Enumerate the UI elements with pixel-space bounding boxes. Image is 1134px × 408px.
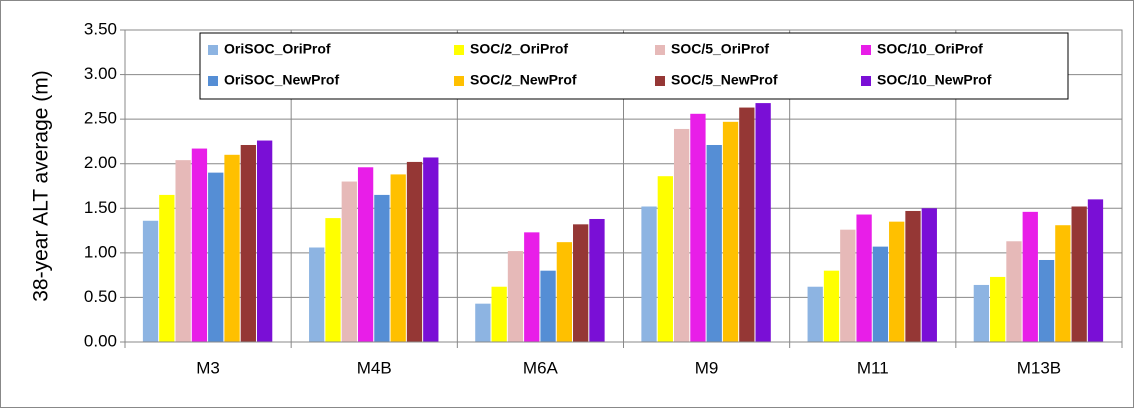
bar: [722, 121, 739, 343]
bar: [690, 113, 706, 343]
bar: [374, 194, 390, 342]
bar: [175, 160, 191, 342]
bar: [589, 218, 605, 342]
bar: [657, 176, 673, 342]
bar: [1087, 199, 1104, 342]
bar: [325, 218, 341, 342]
y-tick-label: 1.00: [84, 242, 117, 261]
bar: [755, 103, 771, 343]
legend-label: SOC/2_OriProf: [470, 41, 568, 57]
bar: [491, 286, 507, 342]
y-tick-label: 0.50: [84, 287, 117, 306]
legend-label: SOC/10_NewProf: [877, 72, 992, 88]
bar: [159, 194, 175, 342]
bar: [390, 174, 406, 342]
y-tick-label: 0.00: [84, 331, 117, 350]
legend-label: SOC/10_OriProf: [877, 41, 983, 57]
bar: [406, 161, 423, 342]
bar: [507, 251, 524, 342]
bar: [556, 242, 573, 342]
bar: [475, 303, 491, 342]
bar: [540, 270, 556, 342]
bar: [739, 107, 755, 342]
bar: [142, 220, 159, 342]
bar: [856, 214, 872, 342]
bar: [240, 144, 256, 342]
bar: [889, 221, 905, 342]
legend-swatch: [861, 76, 871, 86]
y-tick-label: 1.50: [84, 198, 117, 217]
bar: [973, 284, 990, 342]
bar: [823, 270, 840, 342]
bar: [1071, 206, 1087, 342]
legend-box: [199, 32, 1069, 100]
legend-label: SOC/5_NewProf: [671, 72, 778, 88]
legend-swatch: [655, 45, 665, 55]
bar: [1055, 225, 1071, 342]
bar: [1038, 259, 1055, 342]
bar: [423, 157, 439, 342]
legend-label: SOC/5_OriProf: [671, 41, 769, 57]
bar: [191, 148, 208, 342]
bar: [1006, 241, 1022, 342]
bar: [673, 128, 690, 342]
x-tick-label: M13B: [1017, 358, 1061, 377]
legend-swatch: [454, 76, 464, 86]
x-tick-label: M4B: [357, 358, 392, 377]
x-tick-label: M11: [857, 358, 889, 377]
y-tick-label: 3.00: [84, 64, 117, 83]
bar: [921, 208, 937, 342]
x-tick-label: M3: [196, 358, 220, 377]
bar: [905, 210, 921, 342]
x-tick-label: M9: [695, 358, 719, 377]
bar: [807, 286, 823, 342]
bar: [341, 181, 357, 342]
bar: [357, 167, 374, 342]
bar: [256, 140, 273, 342]
bar: [706, 144, 722, 342]
legend-label: OriSOC_NewProf: [224, 72, 339, 88]
bar: [309, 247, 325, 342]
bar: [872, 246, 889, 342]
x-tick-label: M6A: [523, 358, 559, 377]
legend-swatch: [655, 76, 665, 86]
legend-swatch: [208, 76, 218, 86]
legend-swatch: [208, 45, 218, 55]
y-tick-label: 3.50: [84, 19, 117, 38]
legend-swatch: [861, 45, 871, 55]
bar: [641, 206, 657, 342]
bar: [1022, 211, 1038, 342]
legend-label: OriSOC_OriProf: [224, 41, 331, 57]
bar: [990, 276, 1006, 342]
y-tick-label: 2.00: [84, 153, 117, 172]
legend-swatch: [454, 45, 464, 55]
bar: [524, 232, 540, 342]
legend-label: SOC/2_NewProf: [470, 72, 577, 88]
bar: [840, 229, 856, 342]
y-axis-label: 38-year ALT average (m): [30, 70, 53, 302]
bar: [208, 172, 224, 342]
bar: [224, 154, 240, 342]
y-tick-label: 2.50: [84, 109, 117, 128]
bar: [573, 224, 589, 342]
